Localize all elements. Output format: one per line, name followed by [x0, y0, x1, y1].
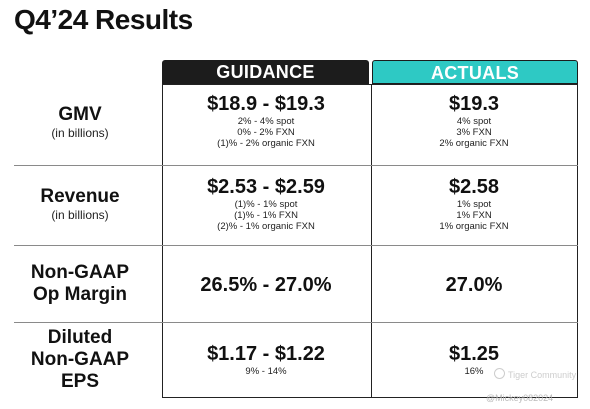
revenue-guidance-value: $2.53 - $2.59: [207, 176, 325, 198]
row-subtitle: (in billions): [51, 126, 109, 140]
actuals-header: ACTUALS: [372, 60, 578, 84]
watermark-user: @Mickey082024: [486, 393, 554, 403]
eps-guidance-detail: 9% - 14%: [245, 366, 287, 377]
revenue-actuals-detail: 1% spot: [456, 199, 492, 210]
row-label-op-margin: Non-GAAP Op Margin: [0, 262, 160, 306]
row-divider: [14, 245, 578, 246]
op-margin-actuals-cell: 27.0%: [370, 274, 578, 297]
gmv-actuals-value: $19.3: [448, 93, 500, 115]
op-margin-guidance-value: 26.5% - 27.0%: [200, 274, 332, 296]
gmv-actuals-cell: $19.3 4% spot 3% FXN 2% organic FXN: [370, 93, 578, 149]
gmv-actuals-detail: 4% spot: [456, 116, 492, 127]
row-title-line: Non-GAAP: [30, 349, 130, 370]
column-divider: [371, 85, 372, 397]
revenue-guidance-detail: (2)% - 1% organic FXN: [217, 221, 315, 232]
watermark-brand: Tiger Community: [494, 368, 576, 380]
row-subtitle: (in billions): [51, 208, 109, 222]
eps-guidance-cell: $1.17 - $1.22 9% - 14%: [162, 343, 370, 377]
row-label-gmv: GMV (in billions): [0, 104, 160, 141]
eps-actuals-cell: $1.25 16%: [370, 343, 578, 377]
gmv-actuals-detail: 3% FXN: [456, 127, 492, 138]
gmv-guidance-detail: 0% - 2% FXN: [237, 127, 295, 138]
op-margin-actuals-value: 27.0%: [445, 274, 503, 296]
eps-actuals-detail: 16%: [464, 366, 484, 377]
revenue-actuals-detail: 1% organic FXN: [439, 221, 509, 232]
revenue-guidance-detail: (1)% - 1% FXN: [234, 210, 298, 221]
row-label-eps: Diluted Non-GAAP EPS: [0, 327, 160, 393]
row-divider: [14, 322, 578, 323]
gmv-actuals-detail: 2% organic FXN: [439, 138, 509, 149]
revenue-guidance-cell: $2.53 - $2.59 (1)% - 1% spot (1)% - 1% F…: [162, 176, 370, 232]
guidance-header: GUIDANCE: [162, 60, 369, 84]
eps-guidance-value: $1.17 - $1.22: [207, 343, 325, 365]
revenue-actuals-cell: $2.58 1% spot 1% FXN 1% organic FXN: [370, 176, 578, 232]
gmv-guidance-detail: 2% - 4% spot: [237, 116, 295, 127]
page-title: Q4’24 Results: [14, 4, 193, 35]
eps-actuals-value: $1.25: [448, 343, 500, 365]
gmv-guidance-detail: (1)% - 2% organic FXN: [217, 138, 315, 149]
revenue-guidance-detail: (1)% - 1% spot: [234, 199, 298, 210]
gmv-guidance-cell: $18.9 - $19.3 2% - 4% spot 0% - 2% FXN (…: [162, 93, 370, 149]
row-title: GMV: [58, 104, 102, 125]
row-title: Revenue: [40, 186, 120, 207]
row-title-line: Op Margin: [33, 284, 127, 305]
row-label-revenue: Revenue (in billions): [0, 186, 160, 223]
row-title-line: Diluted: [47, 327, 113, 348]
row-title-line: Non-GAAP: [30, 262, 130, 283]
gmv-guidance-value: $18.9 - $19.3: [207, 93, 325, 115]
op-margin-guidance-cell: 26.5% - 27.0%: [162, 274, 370, 297]
results-table: [162, 84, 578, 398]
row-title-line: EPS: [60, 371, 100, 392]
revenue-actuals-value: $2.58: [448, 176, 500, 198]
row-divider: [14, 165, 578, 166]
revenue-actuals-detail: 1% FXN: [456, 210, 492, 221]
tiger-logo-icon: [494, 368, 505, 379]
